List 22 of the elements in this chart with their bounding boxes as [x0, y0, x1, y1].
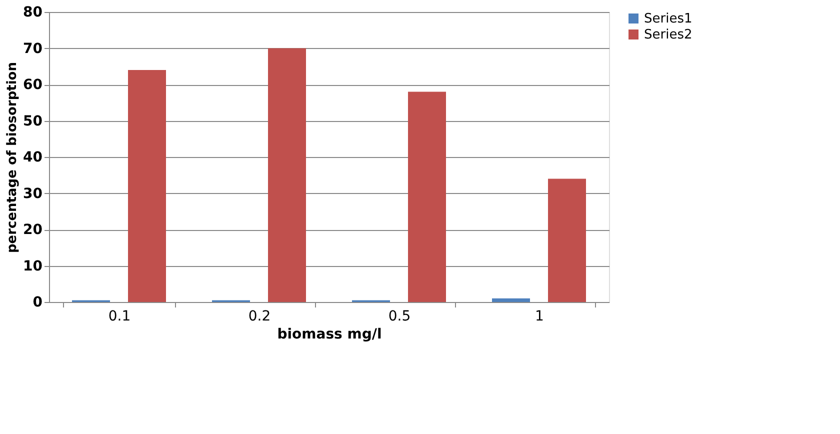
bar	[268, 48, 306, 302]
legend-label: Series1	[644, 12, 692, 26]
y-tick-label: 20	[23, 222, 43, 238]
bar	[128, 70, 166, 302]
x-tick-label: 0.5	[388, 308, 411, 324]
x-tick-label: 0.2	[248, 308, 271, 324]
y-tick-label: 70	[23, 40, 43, 57]
legend-label: Series2	[644, 28, 692, 42]
x-tick-label: 0.1	[108, 308, 131, 324]
bar	[408, 92, 446, 302]
y-tick-label: 30	[23, 186, 43, 202]
y-tick-label: 50	[23, 113, 43, 130]
y-tick-label: 0	[32, 294, 43, 310]
bar	[548, 178, 586, 302]
x-tick-label: 1	[535, 308, 544, 324]
y-axis-title: percentage of biosorption	[5, 62, 20, 253]
y-tick-label: 40	[23, 150, 43, 166]
y-tick-label: 60	[23, 77, 43, 93]
bar	[492, 298, 530, 302]
x-axis-title: biomass mg/l	[277, 326, 382, 342]
y-tick-label: 80	[23, 4, 43, 20]
y-tick-label: 10	[23, 258, 43, 274]
